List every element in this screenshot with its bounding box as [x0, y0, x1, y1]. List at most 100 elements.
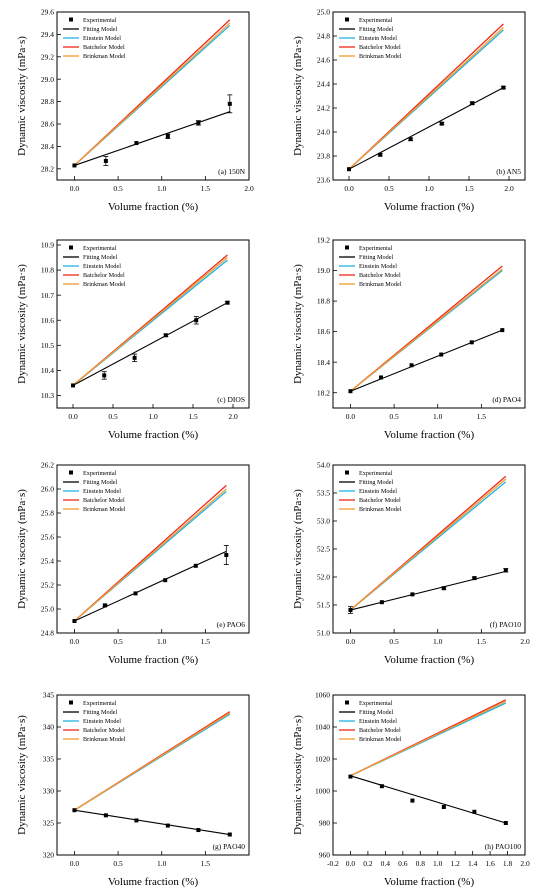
y-tick-label: 28.6: [41, 120, 54, 129]
y-tick-label: 51.0: [317, 629, 330, 638]
y-axis-title: Dynamic viscosity (mPa·s): [292, 264, 304, 384]
data-point-experimental: [102, 373, 107, 378]
data-point-experimental: [409, 363, 414, 368]
y-tick-label: 19.0: [317, 266, 330, 275]
y-tick-label: 10.9: [41, 241, 54, 250]
x-axis-title: Volume fraction (%): [384, 876, 475, 888]
legend-label-einstein: Einstein Model: [83, 488, 121, 495]
x-axis-title: Volume fraction (%): [108, 654, 199, 666]
y-tick-label: 10.4: [41, 366, 54, 375]
x-tick-label: 1.5: [477, 412, 487, 421]
y-tick-label: 24.6: [317, 56, 330, 65]
data-point-experimental: [72, 619, 77, 623]
y-tick-label: 23.8: [317, 152, 330, 161]
legend-marker-experimental: [345, 700, 349, 705]
legend-label-batchelor: Batchelor Model: [83, 497, 125, 504]
y-tick-label: 53.5: [317, 489, 330, 498]
y-tick-label: 52.5: [317, 545, 330, 554]
legend-marker-experimental: [69, 17, 73, 22]
x-tick-label: 2.0: [244, 184, 254, 193]
y-tick-label: 340: [43, 723, 55, 732]
panel-label: (d) PAO4: [492, 395, 521, 404]
legend-label-batchelor: Batchelor Model: [359, 727, 401, 734]
chart-panel-8: -0.2 0.0 0.2 0.4 0.6 0.8 1.0 1.2 1.4 1.6 1.8 2.0 960…: [292, 691, 530, 888]
legend: Experimental Fitting Model Einstein Model B…: [339, 17, 402, 60]
legend-label-brinkman: Brinkman Model: [359, 736, 402, 743]
x-tick-label: 0.0: [70, 637, 80, 646]
y-tick-label: 10.3: [41, 391, 54, 400]
data-point-experimental: [378, 152, 383, 157]
x-tick-label: 1.0: [433, 637, 443, 646]
data-point-experimental: [196, 120, 201, 125]
y-tick-label: 25.6: [41, 533, 54, 542]
y-tick-label: 1040: [315, 723, 330, 732]
legend-label-brinkman: Brinkman Model: [83, 53, 126, 60]
y-tick-label: 18.8: [317, 297, 330, 306]
y-axis-title: Dynamic viscosity (mPa·s): [16, 489, 28, 609]
data-point-experimental: [194, 318, 199, 323]
data-point-experimental: [379, 375, 383, 380]
legend-label-fitting: Fitting Model: [83, 254, 117, 261]
data-point-experimental: [469, 340, 474, 345]
legend-label-experimental: Experimental: [83, 245, 117, 252]
legend-label-einstein: Einstein Model: [359, 718, 397, 725]
y-axis-title: Dynamic viscosity (mPa·s): [292, 489, 304, 609]
data-point-experimental: [165, 134, 170, 139]
y-axis-title: Dynamic viscosity (mPa·s): [16, 715, 28, 835]
data-point-experimental: [410, 798, 415, 803]
y-tick-label: 335: [43, 755, 55, 764]
legend-label-einstein: Einstein Model: [83, 35, 121, 42]
x-tick-label: -0.2: [327, 859, 339, 868]
legend-label-batchelor: Batchelor Model: [83, 272, 125, 279]
panel-label: (h) PAO100: [485, 842, 521, 851]
y-tick-label: 28.4: [41, 142, 54, 151]
data-point-experimental: [134, 141, 139, 146]
x-tick-label: 0.0: [346, 637, 356, 646]
legend: Experimental Fitting Model Einstein Model B…: [339, 245, 402, 288]
legend-marker-experimental: [69, 245, 73, 250]
y-axis-title: Dynamic viscosity (mPa·s): [16, 264, 28, 384]
data-point-experimental: [72, 808, 77, 813]
chart-panel-7: 0.0 0.5 1.0 1.5 320 325 330 335 340 345 Volume fra…: [16, 691, 250, 888]
data-point-experimental: [163, 333, 168, 338]
legend-label-brinkman: Brinkman Model: [83, 281, 126, 288]
series-line-fitting: [350, 329, 503, 392]
legend-label-brinkman: Brinkman Model: [359, 53, 402, 60]
x-tick-label: 2.0: [504, 184, 514, 193]
legend-label-batchelor: Batchelor Model: [83, 727, 125, 734]
x-tick-label: 1.0: [157, 637, 167, 646]
series-line-fitting: [350, 570, 506, 611]
legend-label-experimental: Experimental: [83, 700, 117, 707]
data-point-experimental: [441, 586, 446, 591]
plot-frame: [332, 694, 526, 856]
y-tick-label: 26.0: [41, 485, 54, 494]
x-tick-label: 2.0: [520, 637, 530, 646]
panel-label: (b) AN5: [496, 167, 521, 176]
series-line-brinkman: [350, 268, 503, 392]
legend-marker-experimental: [345, 245, 349, 250]
panel-label: (a) 150N: [218, 167, 245, 176]
legend-label-brinkman: Brinkman Model: [359, 506, 402, 513]
data-point-experimental: [472, 809, 477, 814]
y-tick-label: 29.6: [41, 8, 54, 17]
legend: Experimental Fitting Model Einstein Model B…: [63, 17, 126, 60]
y-tick-label: 1060: [315, 691, 330, 700]
legend-label-fitting: Fitting Model: [359, 479, 393, 486]
x-axis-title: Volume fraction (%): [108, 876, 199, 888]
data-point-experimental: [348, 389, 353, 394]
y-axis-title: Dynamic viscosity (mPa·s): [292, 36, 304, 156]
y-tick-label: 1000: [315, 787, 330, 796]
data-point-experimental: [348, 774, 353, 779]
chart-panel-5: 0.0 0.5 1.0 1.5 24.8 25.0 25.2 25.4 25.6 25.8 26.0…: [16, 461, 250, 666]
x-tick-label: 0.0: [68, 412, 78, 421]
data-point-experimental: [503, 568, 508, 573]
x-axis-title: Volume fraction (%): [108, 201, 199, 213]
x-tick-label: 1.6: [485, 859, 495, 868]
x-tick-label: 0.4: [381, 859, 391, 868]
legend-label-brinkman: Brinkman Model: [359, 281, 402, 288]
y-tick-label: 51.5: [317, 601, 330, 610]
data-point-experimental: [379, 784, 384, 789]
x-tick-label: 0.2: [363, 859, 373, 868]
data-point-experimental: [441, 805, 446, 809]
plot-frame: [332, 239, 526, 409]
